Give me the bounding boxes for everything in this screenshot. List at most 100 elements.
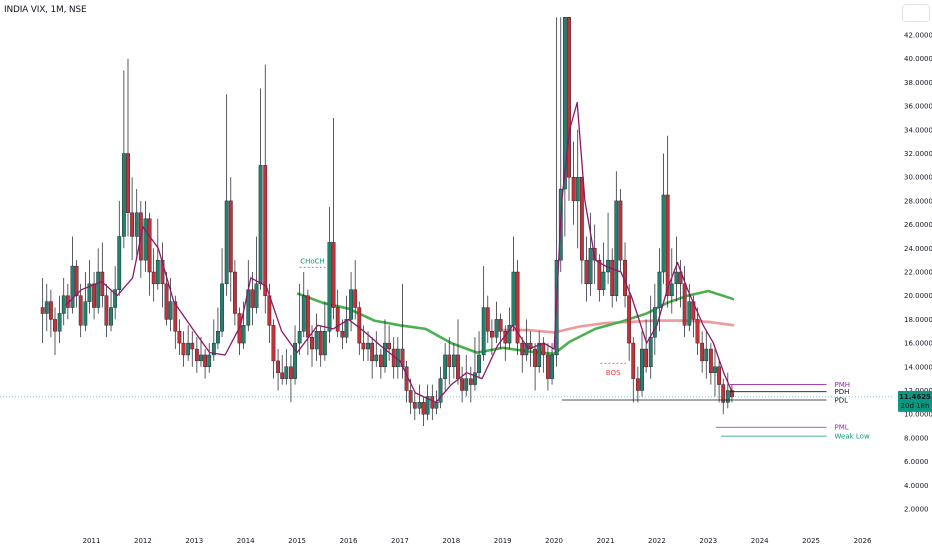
candle-body[interactable] (104, 295, 109, 326)
candle-body[interactable] (126, 153, 130, 213)
candle-body[interactable] (250, 289, 255, 308)
candle-body[interactable] (378, 354, 383, 368)
candle-body[interactable] (464, 378, 469, 391)
candle-body[interactable] (78, 295, 83, 326)
candle-body[interactable] (717, 366, 721, 385)
candle-body[interactable] (130, 212, 135, 237)
candle-body[interactable] (652, 307, 657, 338)
candle-body[interactable] (627, 295, 632, 344)
candle-body[interactable] (113, 289, 118, 308)
candle-body[interactable] (588, 248, 593, 285)
candle-body[interactable] (335, 307, 340, 332)
candle-body[interactable] (687, 301, 692, 326)
candle-body[interactable] (310, 336, 314, 350)
candle-body[interactable] (708, 348, 713, 373)
candle-body[interactable] (601, 271, 606, 290)
candle-body[interactable] (700, 342, 705, 362)
candle-body[interactable] (546, 354, 550, 379)
candle-body[interactable] (353, 289, 358, 308)
candle-body[interactable] (349, 289, 353, 320)
candle-body[interactable] (322, 331, 327, 356)
candle-body[interactable] (220, 283, 224, 332)
candle-body[interactable] (430, 396, 435, 409)
candle-body[interactable] (207, 354, 212, 368)
candle-body[interactable] (168, 301, 173, 320)
candle-body[interactable] (528, 342, 533, 350)
candle-body[interactable] (391, 348, 396, 367)
candle-body[interactable] (537, 342, 542, 368)
candle-body[interactable] (579, 176, 584, 261)
candle-body[interactable] (412, 402, 417, 409)
candle-body[interactable] (366, 342, 370, 350)
candle-body[interactable] (216, 331, 220, 344)
candle-body[interactable] (584, 259, 589, 285)
candle-body[interactable] (520, 342, 525, 356)
candle-body[interactable] (186, 342, 191, 356)
candle-body[interactable] (631, 342, 636, 379)
candle-body[interactable] (297, 331, 302, 344)
candle-body[interactable] (361, 342, 366, 350)
candle-body[interactable] (134, 212, 139, 237)
candle-body[interactable] (481, 307, 486, 356)
candle-body[interactable] (70, 265, 75, 308)
candle-body[interactable] (507, 325, 512, 344)
candle-body[interactable] (53, 319, 57, 332)
candle-body[interactable] (511, 271, 516, 326)
candle-body[interactable] (477, 354, 481, 373)
candle-body[interactable] (575, 176, 580, 202)
candle-body[interactable] (438, 378, 443, 403)
candle-body[interactable] (318, 331, 323, 356)
candle-body[interactable] (695, 319, 700, 344)
candle-body[interactable] (121, 153, 126, 237)
candle-body[interactable] (92, 283, 96, 308)
candle-body[interactable] (374, 354, 379, 362)
candle-body[interactable] (280, 372, 285, 379)
candle-body[interactable] (571, 176, 576, 202)
candle-body[interactable] (640, 348, 644, 391)
candle-body[interactable] (271, 325, 276, 362)
candle-body[interactable] (96, 271, 101, 308)
candle-body[interactable] (289, 366, 293, 379)
candle-body[interactable] (177, 331, 182, 344)
candle-body[interactable] (550, 354, 554, 379)
candle-body[interactable] (635, 378, 640, 391)
candle-body[interactable] (87, 283, 92, 302)
candle-body[interactable] (434, 402, 439, 409)
candle-body[interactable] (284, 366, 289, 379)
candle-body[interactable] (682, 283, 687, 326)
candle-body[interactable] (515, 271, 520, 344)
candle-body[interactable] (224, 200, 229, 285)
candle-body[interactable] (344, 319, 349, 338)
candle-body[interactable] (721, 384, 726, 403)
candle-body[interactable] (211, 342, 216, 356)
candle-body[interactable] (164, 283, 169, 320)
candle-body[interactable] (155, 259, 160, 285)
candle-body[interactable] (340, 331, 345, 338)
candle-body[interactable] (421, 402, 426, 415)
candle-body[interactable] (83, 301, 88, 326)
candle-body[interactable] (233, 271, 237, 314)
candle-body[interactable] (533, 348, 537, 367)
candle-body[interactable] (614, 200, 619, 296)
candle-body[interactable] (109, 307, 113, 326)
candle-body[interactable] (562, 17, 567, 190)
candle-body[interactable] (541, 342, 546, 356)
candle-body[interactable] (456, 354, 460, 379)
candle-body[interactable] (494, 319, 499, 338)
candle-body[interactable] (451, 354, 456, 368)
candle-body[interactable] (387, 342, 392, 350)
candle-body[interactable] (305, 295, 310, 338)
candle-body[interactable] (674, 271, 679, 285)
candle-body[interactable] (57, 313, 62, 332)
candle-body[interactable] (258, 165, 263, 285)
candle-body[interactable] (199, 354, 203, 362)
candle-body[interactable] (254, 283, 259, 308)
candle-body[interactable] (669, 283, 674, 296)
candle-body[interactable] (730, 390, 734, 398)
candle-body[interactable] (181, 342, 186, 356)
candle-body[interactable] (301, 295, 306, 332)
candle-body[interactable] (314, 331, 319, 350)
candle-body[interactable] (190, 342, 195, 350)
candle-body[interactable] (618, 200, 623, 261)
